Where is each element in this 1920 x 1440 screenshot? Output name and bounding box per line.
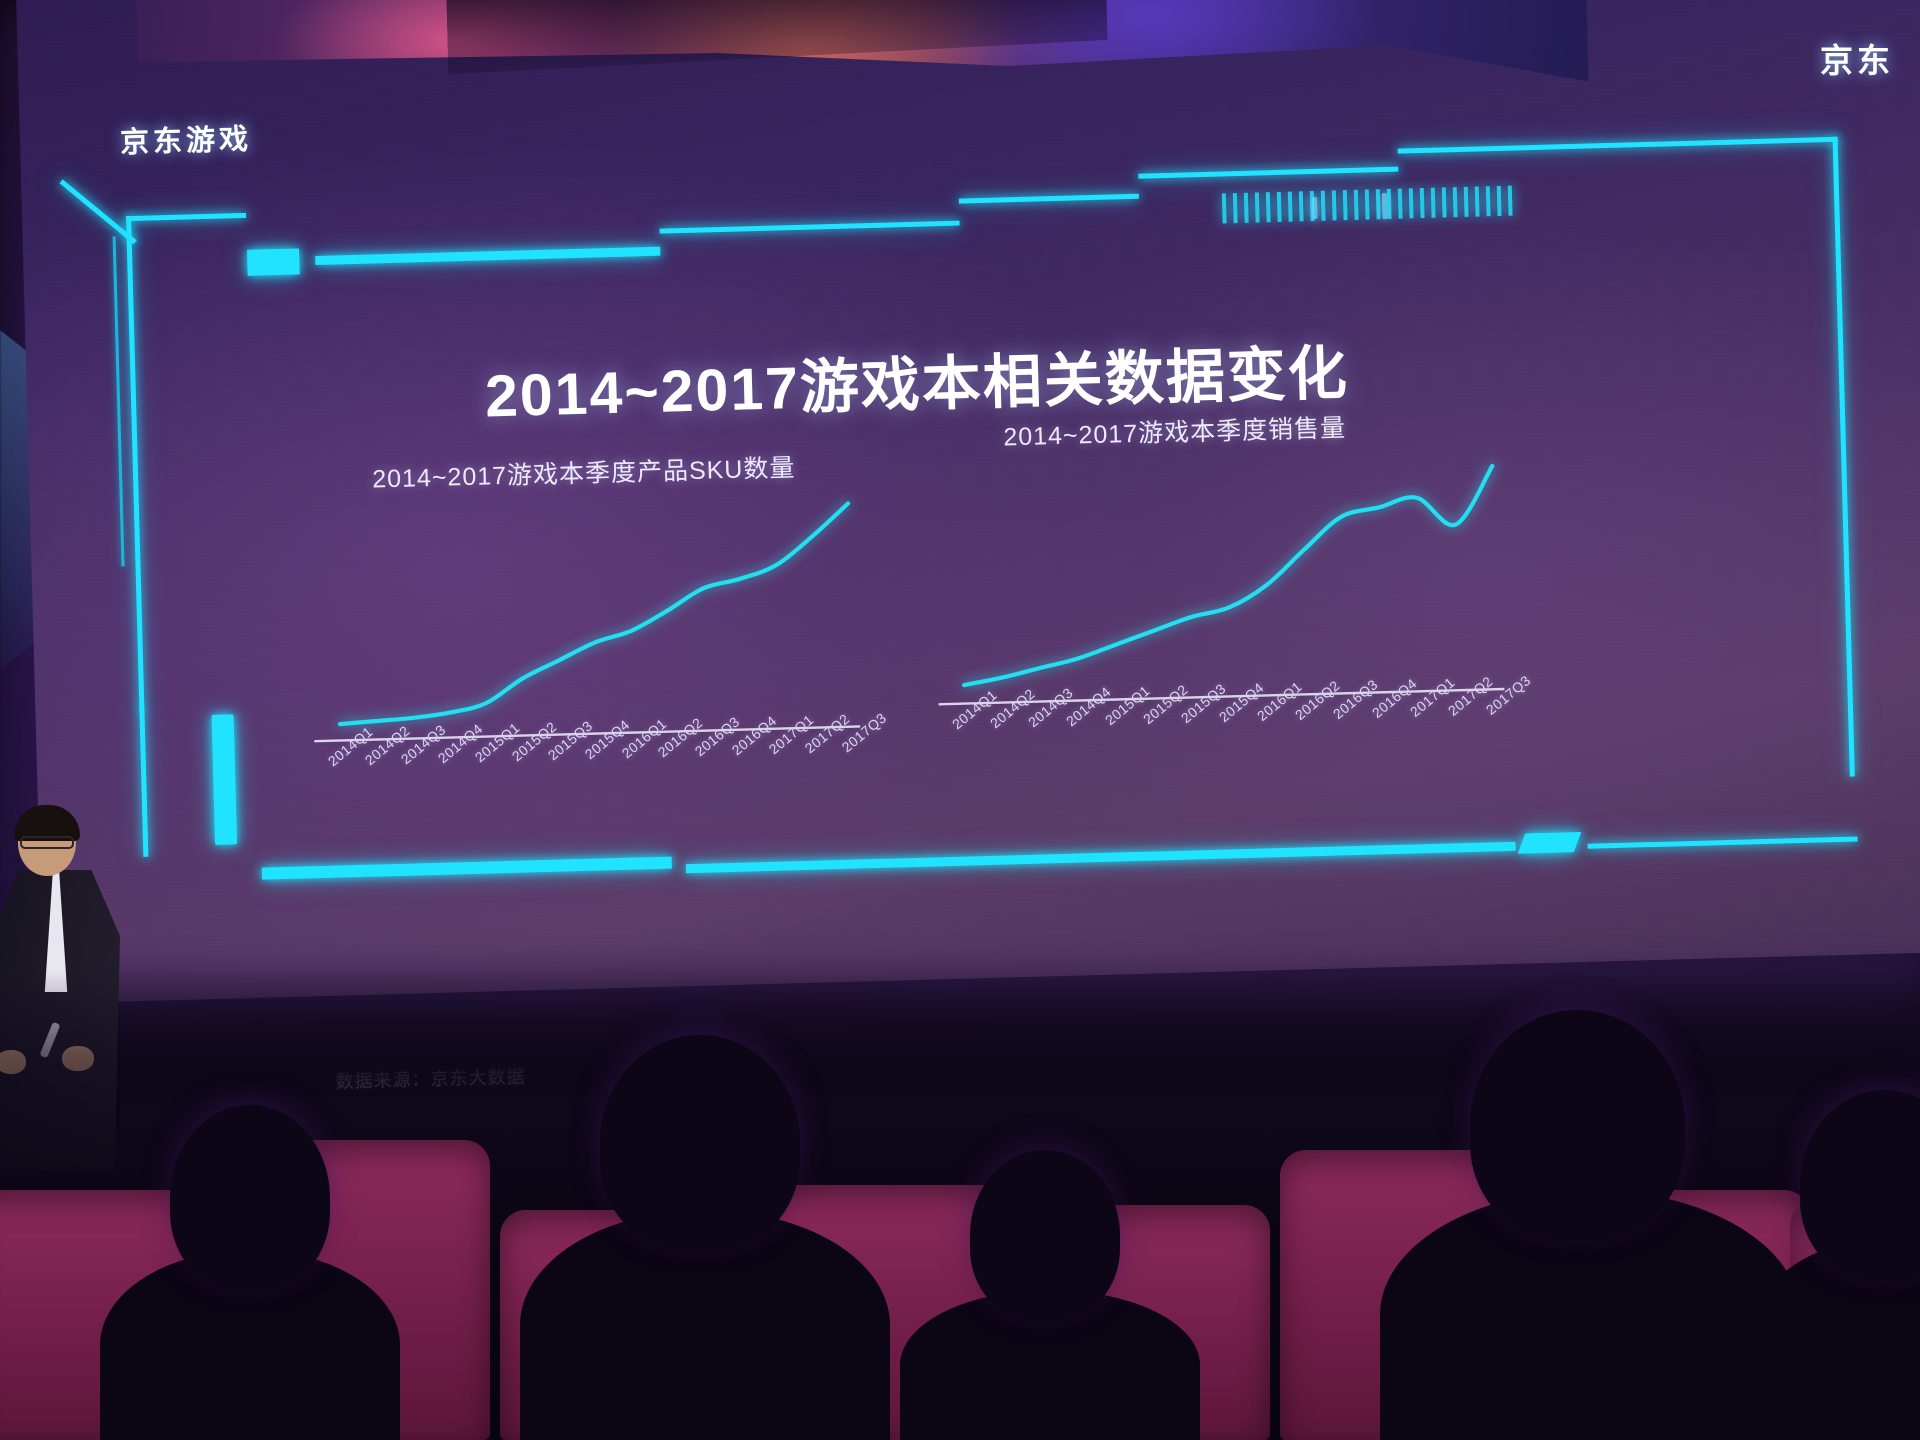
- presenter-hand-left: [0, 1050, 26, 1074]
- chart-right-svg: [938, 463, 1505, 706]
- chart-right-series-line: [961, 463, 1495, 688]
- audience-shoulders: [1750, 1240, 1920, 1440]
- seat: [1790, 1200, 1920, 1440]
- jd-gaming-logo-text: 京东游戏: [119, 123, 253, 160]
- presenter-glasses: [20, 836, 74, 849]
- seat: [1280, 1150, 1540, 1440]
- chart-right-x-tick-labels: 2014Q1 2014Q2 2014Q3 2014Q4 2015Q1 2015Q2 2015…: [924, 449, 1534, 755]
- chart-left-svg: [314, 501, 861, 743]
- slide-content: 2014~2017游戏本相关数据变化 2014~2017游戏本季度产品SKU数量…: [197, 187, 1575, 904]
- hud-line-right-vertical: [1832, 136, 1855, 777]
- seat: [250, 1140, 490, 1440]
- chart-sku-quantity: 2014Q1 2014Q2 2014Q3 2014Q4 2015Q1 2015Q2 2015…: [300, 486, 890, 791]
- audience-shoulders: [900, 1290, 1200, 1440]
- jd-logo-corner-text: 京东: [1820, 42, 1894, 79]
- seat: [1550, 1190, 1810, 1440]
- hud-line-top-left-diag: [59, 179, 137, 245]
- hud-line-bottom-tail: [1587, 836, 1858, 849]
- presenter-hand-right: [62, 1046, 94, 1071]
- hud-line-top-step3: [1138, 166, 1399, 179]
- audience-head: [170, 1105, 330, 1290]
- audience-shoulders: [520, 1210, 890, 1440]
- hud-line-left-vertical-inner: [112, 236, 125, 567]
- audience-shoulders: [100, 1250, 400, 1440]
- audience-shoulders: [1380, 1190, 1800, 1440]
- seat: [500, 1210, 750, 1440]
- screen-sparkle: [1311, 196, 1318, 220]
- chart-left-series-line: [337, 501, 851, 727]
- screen-sparkle: [1381, 192, 1388, 220]
- chart-left-x-tick-labels: 2014Q1 2014Q2 2014Q3 2014Q4 2015Q1 2015Q2 2015…: [300, 486, 890, 791]
- audience-head: [970, 1150, 1120, 1320]
- led-presentation-screen: 京东游戏 2014~2017游戏本相关数据变化 2014~2017游戏本季度产品…: [16, 0, 1920, 1092]
- chart-left-x-axis: [314, 725, 861, 743]
- hud-line-top-bracket: [126, 212, 247, 222]
- hud-line-top-right: [1397, 136, 1838, 154]
- chart-sales-volume: 2014Q1 2014Q2 2014Q3 2014Q4 2015Q1 2015Q2 2015…: [924, 449, 1534, 755]
- seat: [760, 1185, 1010, 1440]
- presenter-person: [0, 805, 150, 1170]
- chart-left-subtitle: 2014~2017游戏本季度产品SKU数量: [371, 454, 796, 494]
- stage-floor-glow: [0, 960, 1920, 1090]
- seat: [0, 1190, 240, 1440]
- audience-head: [1800, 1090, 1920, 1280]
- hud-line-left-vertical: [126, 215, 145, 711]
- chart-right-x-axis: [938, 687, 1505, 706]
- seat: [1020, 1205, 1270, 1440]
